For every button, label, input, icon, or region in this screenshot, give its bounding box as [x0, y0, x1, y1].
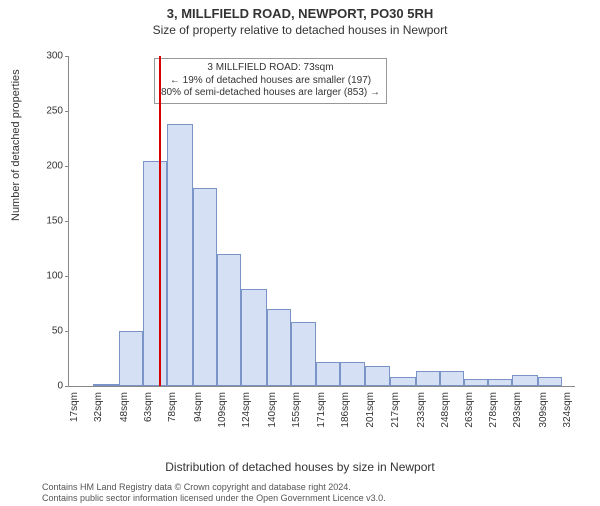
x-tick-label: 109sqm [217, 392, 219, 428]
footer-line1: Contains HM Land Registry data © Crown c… [42, 482, 386, 493]
histogram-bar [488, 379, 512, 386]
histogram-bar [291, 322, 317, 386]
histogram-bar [267, 309, 291, 386]
annotation-line2: ← 19% of detached houses are smaller (19… [161, 75, 380, 88]
x-tick-label: 17sqm [69, 392, 71, 422]
x-tick-label: 94sqm [193, 392, 195, 422]
x-tick-label: 309sqm [538, 392, 540, 428]
histogram-bar [93, 384, 119, 386]
histogram-bar [365, 366, 391, 386]
x-tick-label: 171sqm [316, 392, 318, 428]
x-tick-label: 63sqm [143, 392, 145, 422]
x-tick-label: 140sqm [267, 392, 269, 428]
y-axis-label: Number of detached properties [10, 69, 22, 221]
footer: Contains HM Land Registry data © Crown c… [42, 482, 386, 504]
histogram-bar [316, 362, 340, 386]
y-tick-label: 100 [31, 271, 63, 282]
histogram-bar [464, 379, 488, 386]
annotation-box: 3 MILLFIELD ROAD: 73sqm ← 19% of detache… [154, 58, 387, 104]
y-tick-label: 0 [31, 381, 63, 392]
plot-region: 3 MILLFIELD ROAD: 73sqm ← 19% of detache… [68, 56, 575, 387]
x-tick-label: 263sqm [464, 392, 466, 428]
x-tick-label: 32sqm [93, 392, 95, 422]
histogram-bar [538, 377, 562, 386]
x-tick-label: 124sqm [241, 392, 243, 428]
histogram-bar [193, 188, 217, 386]
histogram-bar [512, 375, 538, 386]
annotation-line1: 3 MILLFIELD ROAD: 73sqm [161, 62, 380, 75]
reference-line [159, 56, 161, 386]
x-tick-label: 217sqm [390, 392, 392, 428]
x-tick-label: 78sqm [167, 392, 169, 422]
subtitle: Size of property relative to detached ho… [0, 23, 600, 37]
x-tick-label: 248sqm [440, 392, 442, 428]
x-tick-label: 48sqm [119, 392, 121, 422]
chart-container: 3, MILLFIELD ROAD, NEWPORT, PO30 5RH Siz… [0, 6, 600, 506]
y-tick-label: 50 [31, 326, 63, 337]
histogram-bar [241, 289, 267, 386]
histogram-bar [119, 331, 143, 386]
x-tick-label: 155sqm [291, 392, 293, 428]
x-tick-label: 233sqm [416, 392, 418, 428]
histogram-bar [167, 124, 193, 386]
y-tick-label: 300 [31, 51, 63, 62]
y-tick-label: 250 [31, 106, 63, 117]
histogram-bar [440, 371, 464, 386]
y-tick-label: 200 [31, 161, 63, 172]
x-tick-label: 201sqm [365, 392, 367, 428]
x-tick-label: 324sqm [562, 392, 564, 428]
x-tick-label: 186sqm [340, 392, 342, 428]
x-axis-label: Distribution of detached houses by size … [0, 460, 600, 474]
histogram-bar [143, 161, 167, 387]
x-tick-label: 293sqm [512, 392, 514, 428]
histogram-bar [217, 254, 241, 386]
chart-area: 3 MILLFIELD ROAD: 73sqm ← 19% of detache… [68, 56, 574, 416]
y-tick-label: 150 [31, 216, 63, 227]
histogram-bar [390, 377, 416, 386]
address-title: 3, MILLFIELD ROAD, NEWPORT, PO30 5RH [0, 6, 600, 21]
histogram-bar [416, 371, 440, 386]
histogram-bar [340, 362, 364, 386]
x-tick-label: 278sqm [488, 392, 490, 428]
annotation-line3: 80% of semi-detached houses are larger (… [161, 87, 380, 100]
footer-line2: Contains public sector information licen… [42, 493, 386, 504]
